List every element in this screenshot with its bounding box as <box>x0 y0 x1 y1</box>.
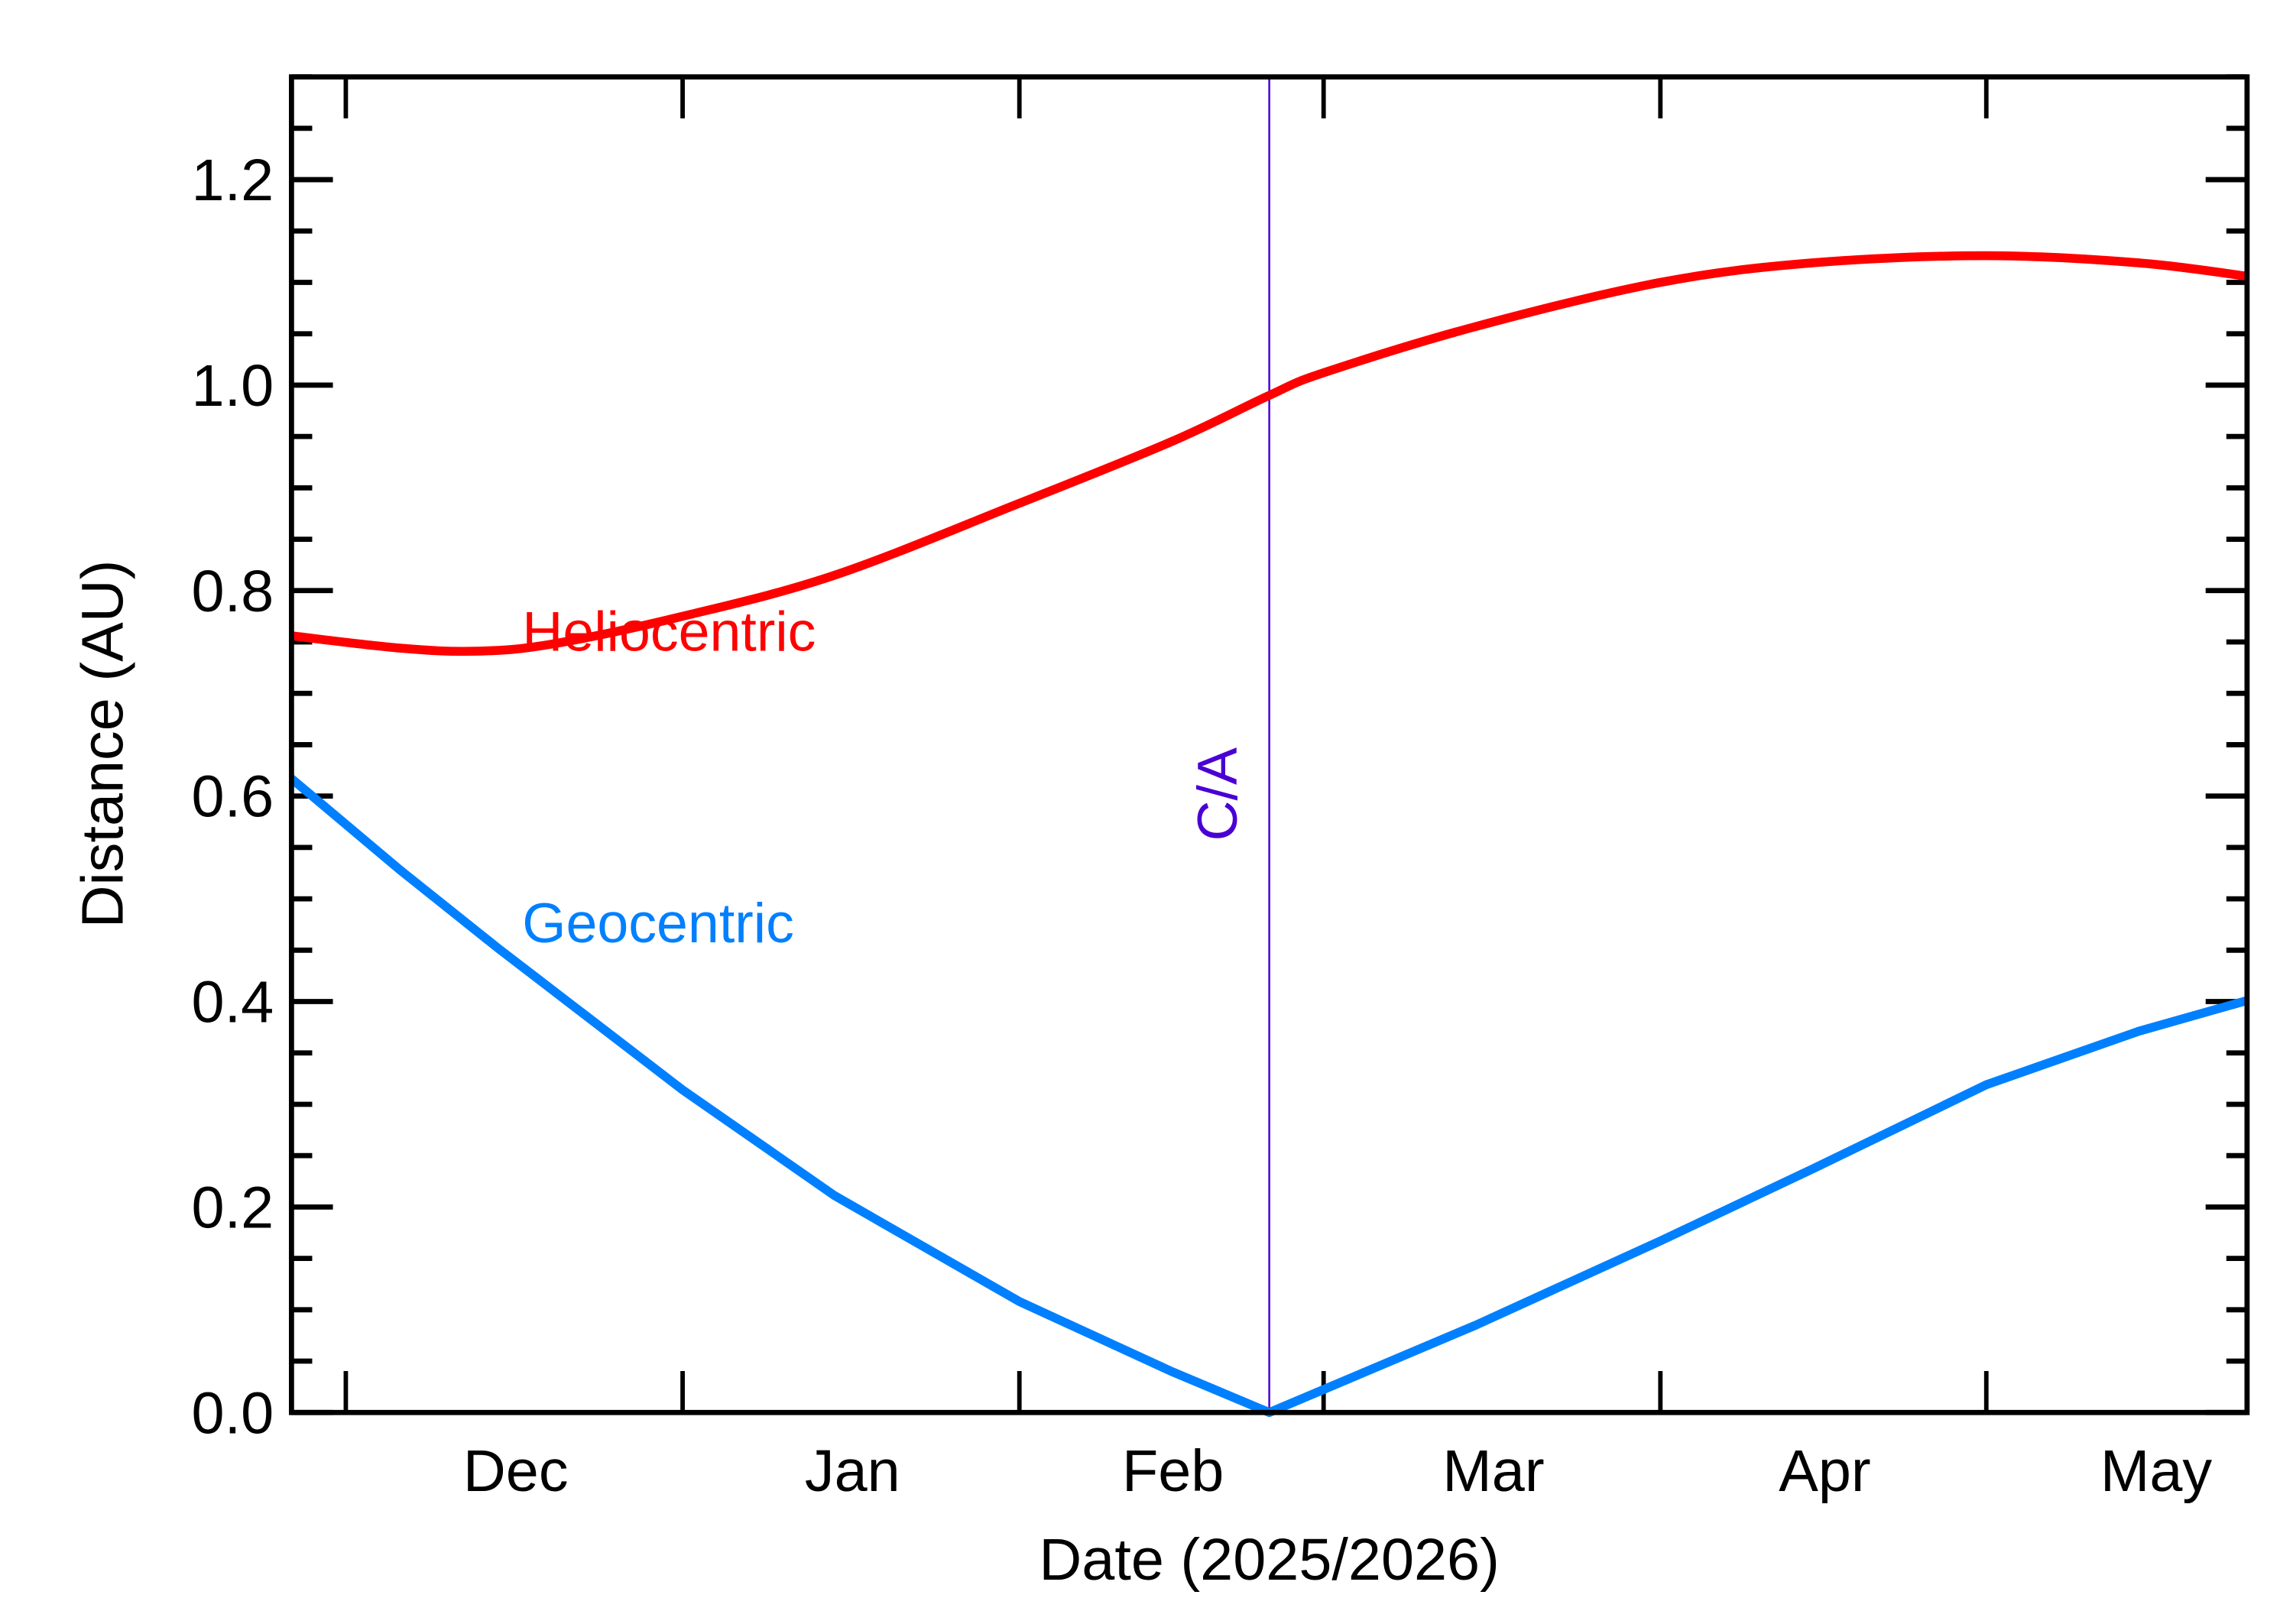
x-tick-label-feb: Feb <box>1122 1438 1224 1504</box>
x-tick-label-may: May <box>2100 1438 2213 1504</box>
y-axis-title: Distance (AU) <box>70 560 136 929</box>
y-tick-labels: 0.0 0.2 0.4 0.6 0.8 1.0 1.2 <box>192 147 274 1446</box>
axis-ticks <box>291 74 2247 1415</box>
series-line-geocentric <box>288 775 2249 1418</box>
x-tick-label-mar: Mar <box>1442 1438 1544 1504</box>
series-label-geocentric: Geocentric <box>522 891 794 955</box>
series-label-heliocentric: Heliocentric <box>522 600 816 663</box>
y-tick-label: 0.6 <box>192 764 274 830</box>
x-tick-label-jan: Jan <box>805 1438 900 1504</box>
series-line-heliocentric <box>290 251 2248 656</box>
x-tick-label-apr: Apr <box>1779 1438 1870 1504</box>
x-tick-labels: Dec Jan Feb Mar Apr May <box>463 1438 2213 1504</box>
y-tick-label: 1.0 <box>192 353 274 419</box>
y-tick-label: 1.2 <box>192 147 274 213</box>
series-group <box>288 251 2249 1418</box>
x-axis-title: Date (2025/2026) <box>1039 1527 1499 1593</box>
y-tick-label: 0.0 <box>192 1380 274 1446</box>
y-tick-label: 0.8 <box>192 559 274 624</box>
x-tick-label-dec: Dec <box>463 1438 569 1504</box>
closest-approach-label: C/A <box>1185 747 1249 841</box>
y-tick-label: 0.2 <box>192 1175 274 1240</box>
plot-frame <box>288 74 2250 1415</box>
y-tick-label: 0.4 <box>192 970 274 1036</box>
